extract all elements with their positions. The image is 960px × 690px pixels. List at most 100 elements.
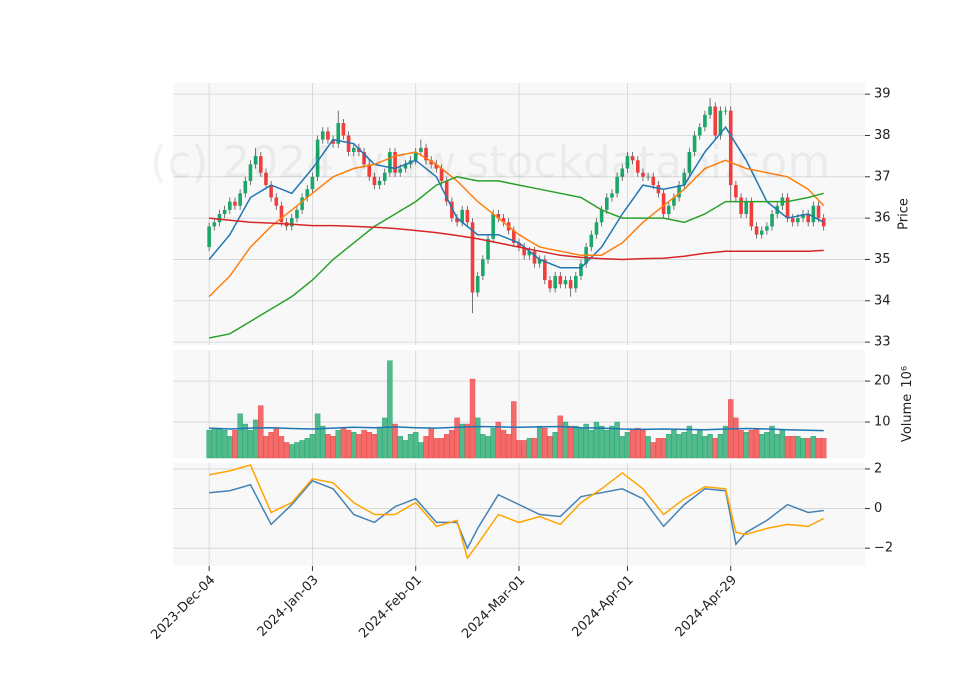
candle-body	[367, 164, 372, 177]
candle-body	[646, 176, 650, 178]
candle-body	[248, 164, 253, 181]
candle-body	[233, 201, 237, 206]
volume-bar	[598, 425, 605, 459]
volume-bar	[573, 425, 579, 459]
candle-body	[326, 131, 330, 140]
candle-body	[630, 156, 635, 161]
volume-bar	[717, 434, 724, 459]
candle-body	[672, 197, 676, 206]
volume-bar	[764, 432, 770, 459]
volume-bar	[635, 427, 641, 459]
candle-body	[341, 123, 346, 136]
candle-body	[362, 152, 366, 165]
candle-body	[790, 218, 795, 223]
candle-body	[770, 214, 774, 227]
candle-body	[796, 218, 800, 223]
x-tick-label: 2024-Jan-03	[255, 573, 322, 640]
volume-bar	[227, 436, 233, 459]
line	[208, 464, 825, 560]
y-axis-label: Volume 10⁶	[900, 366, 915, 442]
volume-bar	[423, 436, 429, 459]
candle-body	[517, 242, 521, 248]
candle-body	[749, 201, 754, 227]
volume-bar	[624, 432, 631, 459]
candle-body	[635, 160, 640, 173]
volume-bar	[294, 442, 300, 459]
volume-bar	[211, 427, 218, 459]
volume-bar	[314, 413, 321, 459]
candle-body	[238, 193, 242, 206]
volume-bar	[820, 438, 827, 459]
volume-bar	[480, 434, 486, 459]
line	[209, 425, 824, 432]
candle-body	[377, 180, 382, 186]
volume-bar	[790, 436, 796, 459]
y-tick-label: −2	[874, 541, 893, 556]
volume-bar	[449, 429, 455, 459]
candle-body	[801, 214, 805, 219]
volume-bar	[784, 436, 791, 459]
volume-bar	[660, 438, 667, 459]
volume-bar	[433, 438, 440, 459]
candle-body	[217, 214, 222, 223]
y-tick-label: 37	[874, 169, 891, 184]
candle-body	[243, 180, 248, 194]
candle-body	[351, 147, 356, 153]
candle-body	[568, 280, 573, 289]
candle-body	[315, 139, 320, 177]
candle-body	[697, 127, 702, 136]
candle-body	[620, 168, 625, 177]
volume-bar	[810, 436, 817, 459]
y-tick-label: 34	[874, 293, 891, 308]
volume-bar	[712, 438, 718, 459]
volume-bar	[521, 440, 527, 459]
volume-bar	[567, 425, 574, 459]
candle-body	[589, 234, 594, 248]
volume-bar	[216, 427, 223, 459]
candle-body	[439, 168, 444, 181]
candle-body	[811, 205, 816, 223]
x-tick-label: 2023-Dec-04	[148, 573, 218, 643]
volume-bar	[330, 436, 336, 459]
volume-bar	[459, 423, 465, 459]
volume-bar	[531, 438, 538, 459]
volume-bar	[283, 442, 290, 459]
candle-body	[434, 164, 439, 169]
y-tick-label: 38	[874, 128, 891, 143]
volume-bar	[795, 436, 801, 459]
candle-body	[651, 176, 656, 186]
candle-body	[481, 259, 485, 276]
candle-body	[604, 197, 609, 210]
candle-body	[522, 247, 526, 256]
volume-scale: 10⁶	[900, 366, 915, 388]
candle-body	[759, 230, 764, 235]
candle-body	[305, 189, 310, 198]
candle-body	[754, 226, 759, 235]
volume-bar	[361, 429, 367, 459]
y-tick-label: 36	[874, 211, 891, 226]
volume-bar	[407, 434, 414, 459]
candle-body	[785, 197, 790, 219]
volume-bar	[805, 438, 811, 459]
volume-bar	[392, 423, 398, 459]
candle-body	[279, 205, 284, 223]
volume-bar	[738, 429, 744, 459]
volume-bar	[268, 432, 274, 459]
volume-bar	[252, 419, 259, 459]
volume-bar	[247, 429, 254, 459]
volume-bar	[454, 417, 460, 459]
volume-bar	[702, 436, 708, 459]
volume-bar	[351, 432, 357, 459]
candle-body	[475, 275, 480, 293]
volume-bar	[325, 434, 331, 459]
volume-bar	[526, 438, 533, 459]
candle-body	[264, 172, 268, 186]
volume-bar	[578, 427, 584, 459]
volume-bar	[335, 429, 341, 459]
candle-body	[574, 275, 578, 289]
y-tick-label: 33	[874, 335, 891, 350]
candle-body	[269, 185, 273, 198]
volume-bar	[402, 440, 409, 459]
candle-body	[708, 106, 712, 115]
candle-body	[289, 218, 294, 227]
